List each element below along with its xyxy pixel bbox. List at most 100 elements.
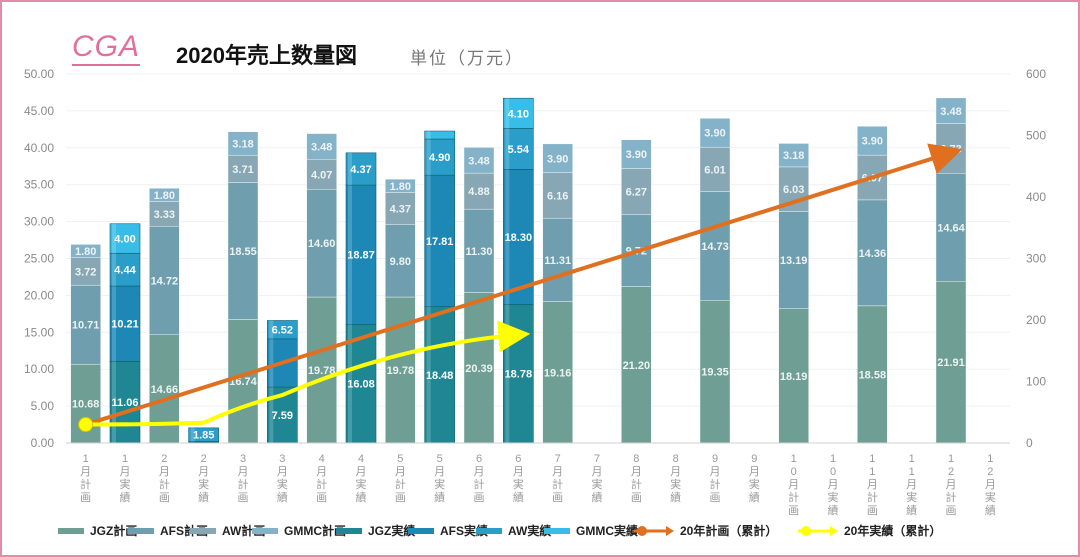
bar-segment: [542, 143, 573, 173]
bar-segment: [70, 284, 101, 365]
bars: 10.68 10.71 3.72 1.80 11.06 10.21 4.44 4.00 14.6…: [70, 97, 967, 444]
bar-segment: [699, 299, 731, 444]
legend-label: AW実績: [508, 523, 551, 538]
x-tick-label: 8: [633, 453, 639, 465]
x-tick-label: 7: [594, 453, 600, 465]
data-label: 5.54: [508, 144, 530, 156]
data-label: 19.16: [544, 367, 572, 379]
data-label: 2.49: [272, 310, 293, 322]
legend-label: 20年計画（累計）: [680, 523, 777, 538]
bar-segment: [424, 306, 455, 444]
x-tick-label: 3: [279, 453, 285, 465]
bar-segment: [542, 217, 573, 302]
bar-segment: [542, 301, 573, 444]
y-left-tick-label: 40.00: [24, 141, 54, 155]
data-label: 4.90: [429, 152, 450, 164]
legend-item: AW実績: [476, 523, 551, 538]
data-label: 3.90: [862, 136, 883, 148]
bar-segment: [109, 252, 141, 287]
legend-label: 20年実績（累計）: [844, 523, 941, 538]
x-tick-label: 月: [552, 466, 563, 478]
x-tick-label: 月: [474, 466, 485, 478]
y-left-tick-label: 0.00: [31, 436, 55, 450]
x-tick-label: 画: [316, 492, 327, 504]
x-tick-label: 月: [316, 466, 327, 478]
bar-highlight: [348, 152, 352, 186]
x-tick-label: 6: [476, 453, 482, 465]
x-tick-label: 月: [906, 479, 917, 491]
bar-highlight: [348, 185, 352, 325]
data-label: 6.16: [547, 190, 568, 202]
x-tick-label: 実: [198, 477, 209, 491]
data-label: 3.33: [154, 209, 175, 221]
y-left-tick-label: 25.00: [24, 252, 54, 266]
bar-segment: [227, 131, 259, 156]
x-tick-label: 2: [201, 453, 207, 465]
x-tick-label: 3: [240, 453, 246, 465]
x-tick-label: 計: [788, 490, 799, 504]
y-right-tick-label: 200: [1026, 313, 1046, 327]
x-axis: 1月計画1月実績2月計画2月実績3月計画3月実績4月計画4月実績5月計画5月実績…: [66, 442, 1010, 517]
data-label: 17.81: [426, 236, 454, 248]
x-tick-label: 月: [434, 466, 445, 478]
x-tick-label: 画: [631, 492, 642, 504]
y-axis-left: 0.00 5.00 10.00 15.00 20.00 25.00 30.00 35.00 40…: [24, 67, 54, 450]
data-label: 3.18: [232, 138, 253, 150]
x-tick-label: 績: [277, 490, 288, 504]
bar-segment: [424, 174, 455, 307]
legend-swatch: [252, 528, 278, 534]
bar-segment: [109, 285, 141, 362]
x-tick-label: 0: [830, 466, 836, 478]
x-tick-label: 月: [710, 466, 721, 478]
bar-segment: [149, 201, 180, 227]
series-line: [85, 320, 531, 427]
legend-label: AW計画: [222, 523, 265, 538]
data-label: 1.80: [390, 181, 411, 193]
x-tick-label: 6: [515, 453, 521, 465]
bar-highlight: [190, 427, 195, 442]
x-tick-label: 画: [238, 492, 249, 504]
data-label: 11.30: [466, 246, 493, 258]
bar-highlight: [348, 324, 352, 443]
x-tick-label: 1: [122, 453, 128, 465]
x-tick-label: 5: [397, 453, 403, 465]
bar-segment: [267, 320, 298, 340]
x-tick-label: 月: [80, 466, 91, 478]
x-tick-label: 績: [670, 490, 681, 504]
bar-segment: [306, 296, 337, 444]
data-label: 14.36: [859, 248, 887, 260]
bar-highlight: [505, 304, 510, 443]
x-tick-label: 績: [513, 490, 524, 504]
x-tick-label: 1: [909, 466, 915, 478]
x-tick-label: 1: [869, 466, 875, 478]
x-tick-label: 画: [474, 492, 485, 504]
x-tick-label: 計: [710, 477, 721, 491]
bar-stack: 19.16 11.31 6.16 3.90: [542, 143, 573, 444]
data-label: 6.03: [783, 184, 804, 196]
data-label: 3.72: [75, 266, 96, 278]
bar-highlight: [426, 175, 431, 307]
legend-swatch: [544, 528, 570, 534]
chart-title: 2020年売上数量図: [176, 43, 357, 68]
legend-item: JGZ実績: [336, 523, 415, 538]
bar-segment: [109, 223, 141, 254]
series-line: [85, 143, 963, 427]
legend-item: AFS実績: [408, 523, 488, 538]
data-label: 14.73: [701, 241, 729, 253]
legend-swatch: [408, 528, 434, 534]
bar-segment: [621, 168, 652, 216]
x-tick-label: 績: [592, 490, 603, 504]
legend-label: GMMC計画: [284, 523, 346, 538]
legend-label: JGZ実績: [368, 523, 415, 538]
data-label: 3.48: [940, 106, 961, 118]
x-tick-label: 月: [985, 479, 996, 491]
bar-stack: 19.78 14.60 4.07 3.48: [306, 133, 337, 444]
bar-stack: 19.78 9.80 4.37 1.80: [385, 178, 416, 444]
y-left-tick-label: 35.00: [24, 178, 54, 192]
bar-segment: [778, 211, 809, 309]
data-label: 19.78: [387, 365, 415, 377]
legend-swatch: [476, 528, 502, 534]
data-label: 20.39: [465, 363, 493, 375]
bar-segment: [149, 188, 180, 202]
legend-swatch: [58, 528, 84, 534]
